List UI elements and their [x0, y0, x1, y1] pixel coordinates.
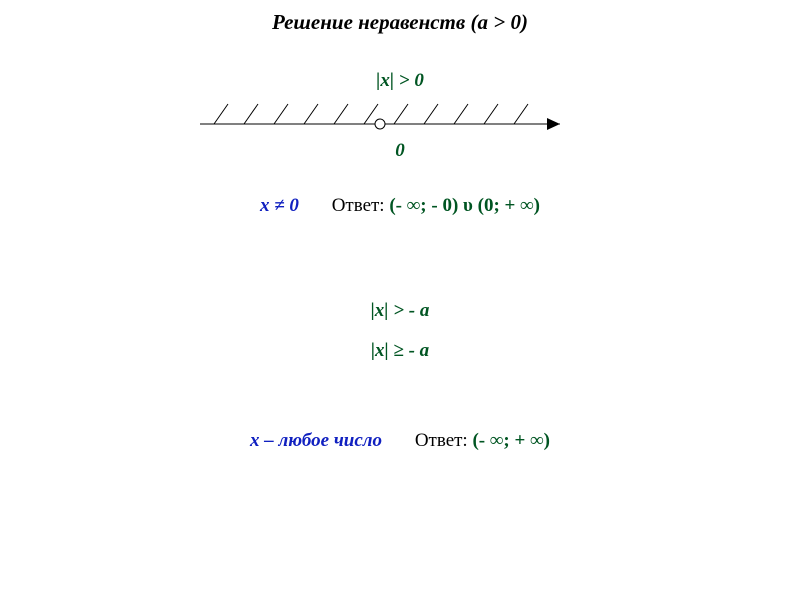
answer-line-2: х – любое число Ответ: (- ∞; + ∞) — [0, 430, 800, 452]
solution-2: х – любое число — [250, 430, 382, 451]
answer-label-1: Ответ: — [332, 195, 385, 216]
solution-1: х ≠ 0 — [260, 195, 299, 216]
answer-label-2: Ответ: — [415, 430, 468, 451]
zero-label: 0 — [0, 140, 800, 162]
answer-value-1: (- ∞; - 0) υ (0; + ∞) — [389, 195, 540, 216]
inequality-1: |х| > 0 — [0, 70, 800, 92]
answer-line-1: х ≠ 0 Ответ: (- ∞; - 0) υ (0; + ∞) — [0, 195, 800, 217]
number-line-diagram — [200, 100, 570, 140]
inequality-2: |х| > - а — [0, 300, 800, 322]
answer-value-2: (- ∞; + ∞) — [472, 430, 549, 451]
page-title: Решение неравенств (а > 0) — [0, 10, 800, 35]
inequality-3: |х| ≥ - а — [0, 340, 800, 362]
